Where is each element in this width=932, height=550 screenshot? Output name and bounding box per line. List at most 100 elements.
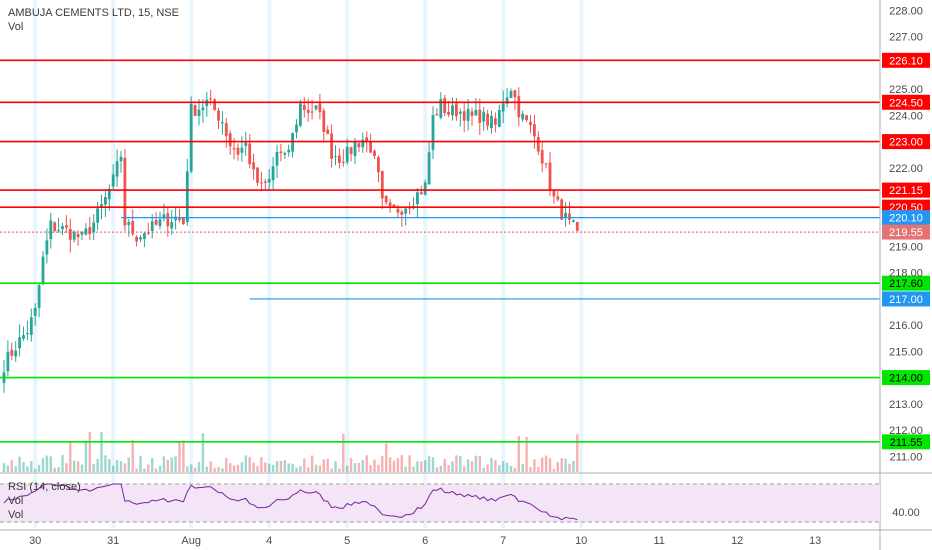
volume-bar: [240, 462, 244, 472]
volume-bar: [123, 463, 127, 472]
volume-bar: [217, 467, 220, 472]
volume-legend: Vol: [8, 21, 24, 33]
volume-bar: [377, 464, 380, 472]
candle-body: [53, 222, 57, 231]
level-label: 217.60: [889, 278, 923, 290]
volume-bar: [342, 433, 345, 472]
candle-body: [478, 109, 482, 123]
price-tick: 215.00: [889, 346, 923, 358]
volume-bar: [330, 468, 333, 472]
volume-bar: [361, 460, 364, 472]
volume-bar: [166, 459, 169, 472]
candle-body: [57, 230, 60, 232]
time-label-30: 30: [29, 535, 41, 547]
volume-bar: [404, 466, 407, 472]
volume-bar: [236, 464, 240, 472]
rsi-axis-tick: 40.00: [892, 507, 920, 519]
candle-body: [283, 153, 287, 155]
candle-body: [76, 234, 80, 238]
candle-body: [135, 236, 138, 242]
candle-body: [260, 182, 263, 184]
candle-body: [330, 133, 333, 159]
level-label: 214.00: [889, 373, 923, 385]
candle-body: [373, 150, 376, 156]
session-marker: [579, 0, 584, 528]
volume-bar: [326, 458, 329, 472]
volume-bar: [537, 466, 540, 472]
volume-bar: [318, 465, 322, 472]
candle-body: [217, 110, 220, 121]
volume-bar: [416, 461, 419, 472]
volume-bar: [357, 462, 361, 472]
candle-body: [267, 178, 271, 183]
candle-body: [240, 147, 244, 153]
volume-bar: [108, 459, 111, 472]
candle-body: [228, 133, 232, 147]
candle-body: [408, 207, 411, 209]
candle-body: [380, 170, 384, 199]
volume-bar: [53, 467, 56, 472]
candle-body: [221, 122, 224, 124]
volume-bar: [174, 456, 177, 472]
candle-body: [119, 156, 123, 162]
candle-body: [369, 141, 372, 153]
candle-body: [197, 109, 201, 116]
volume-bar: [291, 463, 294, 472]
candle-body: [572, 220, 575, 223]
candle-body: [271, 166, 275, 181]
candle-body: [131, 220, 135, 235]
rsi-legend: RSI (14, close): [8, 481, 81, 493]
candle-body: [466, 108, 470, 121]
price-tick: 222.00: [889, 163, 923, 175]
volume-bar: [49, 456, 52, 472]
candle-body: [143, 233, 146, 239]
candle-body: [111, 174, 115, 187]
volume-bar: [529, 467, 532, 472]
candle-body: [236, 147, 240, 155]
candle-body: [213, 99, 216, 110]
symbol-title: AMBUJA CEMENTS LTD, 15, NSE: [8, 7, 179, 19]
candle-body: [416, 192, 419, 205]
candle-body: [295, 124, 298, 133]
session-marker: [189, 0, 194, 528]
candle-body: [185, 171, 189, 223]
candle-body: [470, 111, 474, 116]
candle-body: [544, 163, 548, 165]
candle-body: [334, 156, 337, 158]
volume-bar: [178, 442, 181, 472]
candle-body: [322, 110, 326, 132]
volume-bar: [314, 464, 318, 472]
volume-bar: [369, 464, 372, 472]
candle-body: [41, 256, 45, 285]
volume-bar: [252, 462, 255, 472]
candle-body: [306, 109, 310, 113]
volume-bar: [92, 464, 95, 472]
price-tick: 213.00: [889, 399, 923, 411]
candle-body: [104, 197, 107, 205]
candle-body: [552, 190, 556, 197]
candle-body: [115, 161, 119, 177]
level-tag-221.15: [882, 182, 930, 198]
volume-bar: [334, 461, 337, 472]
volume-bar: [193, 467, 197, 472]
volume-bar: [268, 463, 271, 472]
time-label-5: 5: [344, 535, 350, 547]
volume-bar: [353, 463, 357, 472]
candle-body: [568, 213, 571, 220]
volume-bar: [26, 466, 29, 472]
volume-bar: [470, 461, 474, 472]
volume-bar: [96, 458, 99, 472]
time-label-7: 7: [500, 535, 506, 547]
level-label: 226.10: [889, 55, 923, 67]
volume-bar: [209, 461, 212, 472]
volume-bar: [229, 463, 232, 472]
candle-body: [256, 167, 259, 183]
candle-body: [146, 232, 150, 234]
candle-body: [279, 151, 283, 154]
candle-body: [486, 113, 489, 126]
price-tick: 224.00: [889, 110, 923, 122]
candle-body: [521, 113, 525, 120]
candle-body: [302, 105, 306, 110]
candle-body: [501, 103, 505, 112]
